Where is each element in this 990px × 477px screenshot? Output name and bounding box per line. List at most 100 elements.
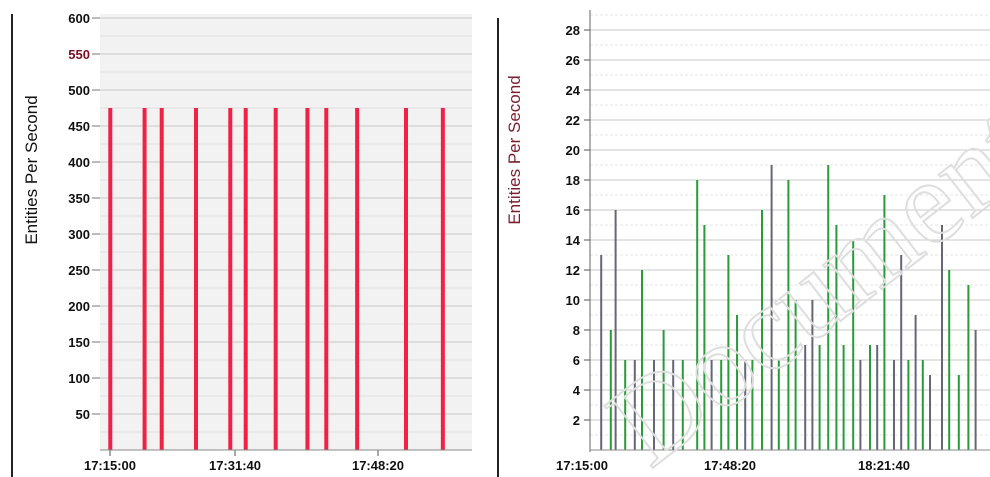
left-bar (194, 108, 198, 450)
right-bar (941, 225, 943, 450)
right-bar (662, 330, 665, 450)
left-y-tick-labels: 50 100 150 200 250 300 350 400 450 500 550 600 (68, 11, 100, 422)
right-y-tick-label: 4 (573, 383, 581, 398)
right-y-tick-label: 20 (566, 143, 580, 158)
right-bar (921, 360, 924, 450)
right-y-tick-label: 18 (566, 173, 580, 188)
right-bar (703, 225, 706, 450)
right-bar (818, 345, 821, 450)
right-bar (967, 285, 970, 450)
right-x-tick-label: 17:15:00 (556, 458, 608, 473)
right-y-tick-label: 28 (566, 23, 580, 38)
left-bar (228, 108, 233, 450)
left-y-tick-label: 450 (68, 119, 90, 134)
right-bar (751, 360, 754, 450)
left-bar (324, 108, 329, 450)
left-bar (404, 108, 408, 450)
right-bar (914, 315, 917, 450)
left-plot-background (100, 14, 472, 450)
right-bar (900, 255, 903, 450)
right-chart-panel: 2 4 6 8 10 12 14 16 18 20 22 24 26 28 17:15:00 17:48:2… (496, 0, 990, 477)
right-bar (869, 345, 871, 450)
right-bar (974, 330, 977, 450)
left-bar (305, 108, 310, 450)
left-y-axis-label: Entities Per Second (22, 95, 41, 244)
right-y-tick-label: 24 (566, 83, 581, 98)
right-bar (633, 360, 636, 450)
left-chart-panel: 50 100 150 200 250 300 350 400 450 500 550 600 17:1… (0, 0, 490, 477)
left-x-tick-label: 17:48:20 (352, 458, 404, 473)
right-bar (835, 225, 838, 450)
right-bar (710, 360, 713, 450)
right-bar (811, 300, 814, 450)
right-bar (641, 270, 643, 450)
right-bars (600, 165, 977, 450)
right-x-tick-labels: 17:15:00 17:48:20 18:21:40 (556, 458, 910, 473)
left-bar (142, 108, 147, 450)
right-y-tick-label: 8 (573, 323, 580, 338)
left-bar (273, 108, 278, 450)
right-bar (957, 375, 960, 450)
right-bar (929, 375, 931, 450)
right-y-tick-label: 10 (566, 293, 580, 308)
right-y-tick-label: 6 (573, 353, 580, 368)
left-y-tick-label: 300 (68, 227, 90, 242)
right-y-tick-label: 14 (566, 233, 581, 248)
right-bar (948, 270, 951, 450)
right-bar (883, 195, 886, 450)
right-bar (744, 360, 747, 450)
left-y-tick-label: 50 (76, 407, 90, 422)
right-bar (720, 360, 723, 450)
left-bar (355, 108, 360, 450)
left-y-tick-label: 500 (68, 83, 90, 98)
left-bar (108, 108, 113, 450)
right-bar (736, 315, 739, 450)
right-y-tick-label: 26 (566, 53, 580, 68)
right-bar (672, 360, 675, 450)
right-bar (852, 240, 855, 450)
right-y-axis-label: Entities Per Second (505, 75, 524, 224)
right-bar (727, 255, 730, 450)
right-bar (777, 360, 780, 450)
right-bar (600, 255, 603, 450)
right-y-tick-label: 12 (566, 263, 580, 278)
right-bar (624, 360, 627, 450)
left-y-tick-label: 350 (68, 191, 90, 206)
right-bar (787, 180, 790, 450)
right-bar (614, 210, 617, 450)
right-bar (893, 360, 895, 450)
left-y-tick-label: 250 (68, 263, 90, 278)
left-y-tick-label: 550 (68, 47, 90, 62)
left-x-tick-label: 17:31:40 (209, 458, 261, 473)
left-bar (243, 108, 248, 450)
left-x-tick-label: 17:15:00 (84, 458, 136, 473)
left-y-tick-label: 400 (68, 155, 90, 170)
left-x-tick-labels: 17:15:00 17:31:40 17:48:20 (84, 450, 404, 473)
right-bar (842, 345, 845, 450)
left-y-tick-label: 100 (68, 371, 90, 386)
right-y-tick-label: 16 (566, 203, 580, 218)
right-bar (876, 345, 879, 450)
right-bar (804, 345, 807, 450)
left-bars (108, 108, 445, 450)
left-y-tick-label: 200 (68, 299, 90, 314)
left-bar (159, 108, 164, 450)
right-bar (696, 180, 699, 450)
right-bar (770, 165, 773, 450)
right-bar (761, 210, 763, 450)
right-bar (907, 360, 910, 450)
right-y-tick-label: 22 (566, 113, 580, 128)
right-bar (653, 360, 655, 450)
right-bar (794, 300, 797, 450)
right-bar (859, 360, 862, 450)
right-bar (609, 330, 612, 450)
left-y-tick-label: 600 (68, 11, 90, 26)
left-bar (440, 108, 445, 450)
left-chart: 50 100 150 200 250 300 350 400 450 500 550 600 17:1… (11, 11, 472, 477)
right-bar (681, 360, 684, 450)
right-x-tick-label: 18:21:40 (858, 458, 910, 473)
left-y-tick-label: 150 (68, 335, 90, 350)
right-y-tick-label: 2 (573, 413, 580, 428)
